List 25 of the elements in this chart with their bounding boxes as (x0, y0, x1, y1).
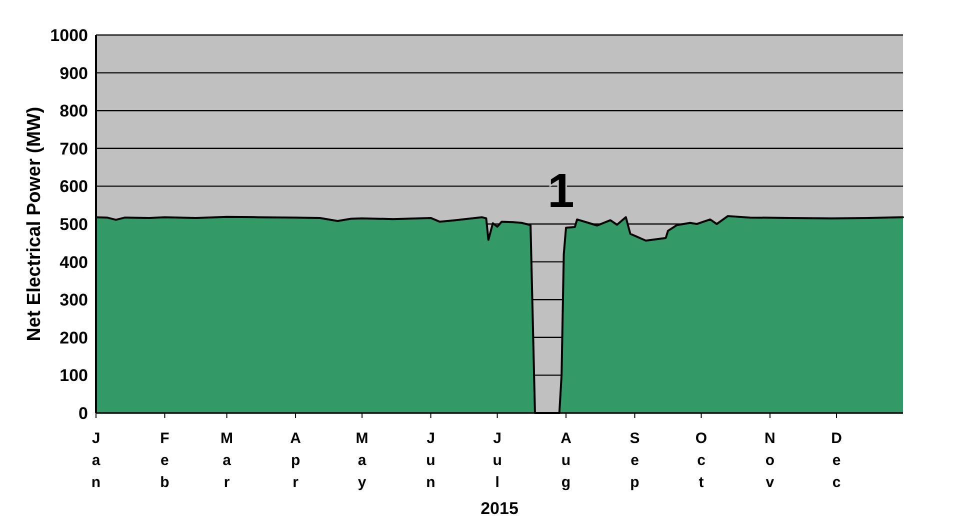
y-tick-label: 200 (60, 328, 88, 348)
y-tick-label: 800 (60, 102, 88, 121)
x-tick-label: Apr (290, 430, 302, 491)
x-tick-label: May (356, 430, 368, 491)
x-tick-label: Jun (426, 430, 436, 491)
y-tick-label: 500 (60, 214, 88, 234)
x-tick-label: Aug (560, 430, 572, 491)
x-tick-label: Oct (695, 430, 708, 491)
x-tick-label: Jul (492, 430, 502, 491)
y-tick-label: 900 (60, 64, 88, 83)
x-axis-title: 2015 (480, 499, 518, 518)
y-tick-label: 700 (60, 139, 88, 158)
x-tick-label: Jan (91, 430, 101, 491)
y-tick-label: 600 (60, 177, 88, 196)
x-tick-label: Feb (160, 430, 170, 491)
y-tick-label: 0 (78, 404, 88, 423)
x-tick-label: Nov (764, 430, 776, 491)
x-tick-label: Mar (220, 430, 234, 491)
x-tick-label: Dec (831, 430, 842, 491)
x-tick-label: Sep (630, 430, 640, 491)
y-tick-label: 100 (60, 366, 88, 386)
y-tick-label: 400 (60, 252, 88, 272)
y-tick-label: 1000 (50, 26, 88, 45)
y-axis-title: Net Electrical Power (MW) (24, 106, 45, 342)
y-tick-label: 300 (60, 290, 88, 310)
